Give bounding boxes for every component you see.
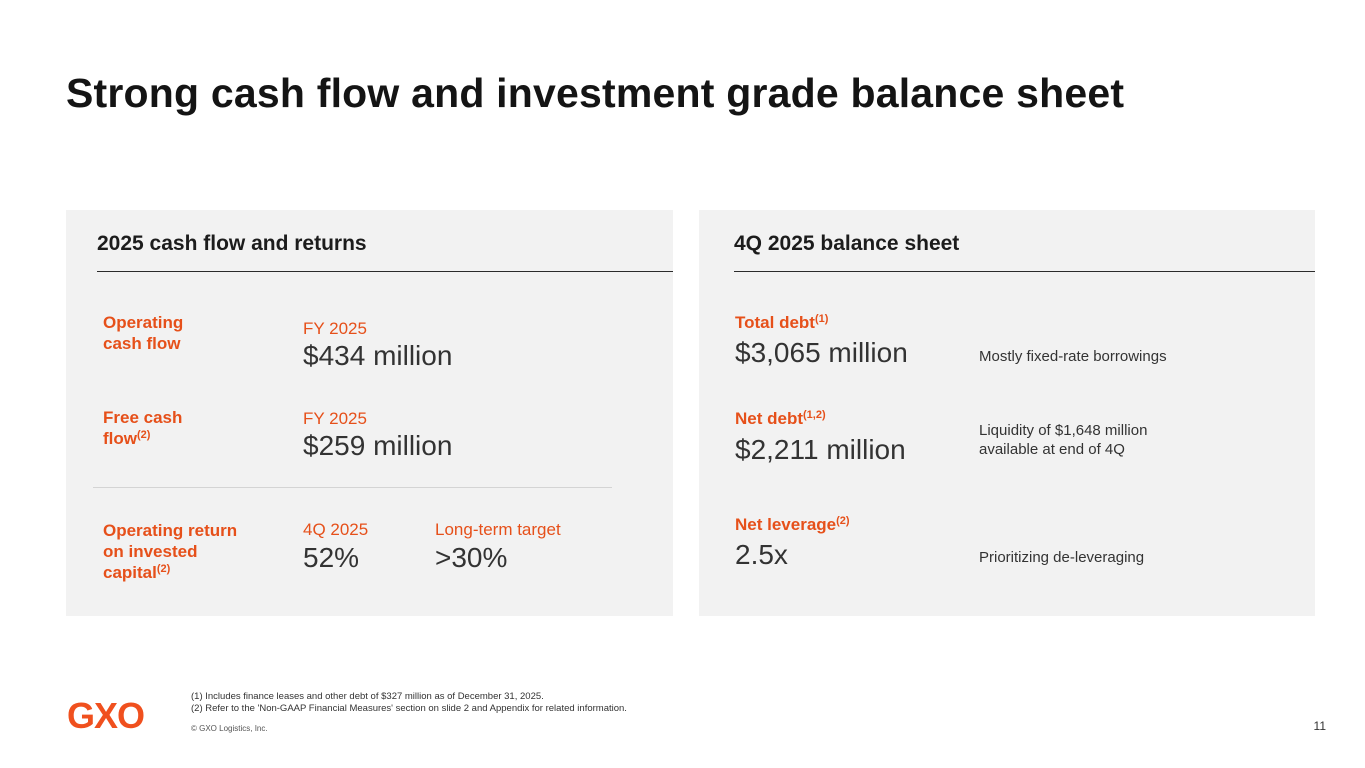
total-debt-value: $3,065 million bbox=[735, 337, 908, 368]
total-debt-note: Mostly fixed-rate borrowings bbox=[979, 348, 1167, 365]
operating-cash-flow-label-line2: cash flow bbox=[103, 334, 181, 353]
net-debt-label-text: Net debt bbox=[735, 409, 803, 428]
total-debt-label: Total debt(1) bbox=[735, 312, 828, 333]
net-debt-value: $2,211 million bbox=[735, 434, 906, 465]
slide-title: Strong cash flow and investment grade ba… bbox=[66, 70, 1125, 116]
roic-period: 4Q 2025 bbox=[303, 520, 369, 539]
roic-target-label: Long-term target bbox=[435, 520, 561, 539]
net-debt-note-line2: available at end of 4Q bbox=[979, 441, 1125, 458]
net-leverage-label: Net leverage(2) bbox=[735, 514, 850, 535]
total-debt-footnote-ref: (1) bbox=[814, 313, 829, 325]
roic-label-line3: capital bbox=[103, 563, 157, 582]
operating-cash-flow-label: Operating cash flow bbox=[103, 312, 183, 354]
cash-flow-panel-title: 2025 cash flow and returns bbox=[97, 232, 367, 255]
roic-footnote-ref: (2) bbox=[156, 563, 171, 575]
net-leverage-value: 2.5x bbox=[735, 539, 788, 570]
roic-value: 52% bbox=[303, 542, 360, 573]
free-cash-flow-period: FY 2025 bbox=[303, 409, 367, 428]
net-debt-label: Net debt(1,2) bbox=[735, 408, 826, 429]
net-leverage-label-text: Net leverage bbox=[735, 515, 837, 534]
free-cash-flow-label-line1: Free cash bbox=[103, 408, 183, 427]
copyright: © GXO Logistics, Inc. bbox=[191, 724, 268, 733]
total-debt-label-text: Total debt bbox=[735, 313, 815, 332]
net-leverage-note: Prioritizing de-leveraging bbox=[979, 549, 1145, 566]
balance-sheet-panel-rule bbox=[734, 271, 1315, 272]
gxo-logo: GXO bbox=[67, 695, 145, 736]
net-debt-footnote-ref: (1,2) bbox=[803, 409, 826, 421]
net-leverage-footnote-ref: (2) bbox=[836, 515, 850, 527]
footnote-1: (1) Includes finance leases and other de… bbox=[191, 691, 544, 702]
cash-flow-panel: 2025 cash flow and returns Operating cas… bbox=[66, 210, 673, 616]
roic-label-line1: Operating return bbox=[103, 521, 238, 540]
operating-cash-flow-label-line1: Operating bbox=[103, 313, 184, 332]
balance-sheet-panel: 4Q 2025 balance sheet Total debt(1) $3,0… bbox=[699, 210, 1315, 616]
free-cash-flow-footnote-ref: (2) bbox=[137, 429, 151, 441]
operating-cash-flow-period: FY 2025 bbox=[303, 319, 367, 338]
free-cash-flow-label-line2: flow bbox=[103, 429, 137, 448]
roic-label: Operating return on invested capital(2) bbox=[103, 520, 237, 583]
free-cash-flow-label: Free cash flow(2) bbox=[103, 407, 182, 449]
page-number: 11 bbox=[1313, 719, 1326, 733]
cash-flow-panel-rule bbox=[97, 271, 673, 272]
free-cash-flow-value: $259 million bbox=[303, 430, 453, 461]
section-divider bbox=[93, 487, 612, 488]
net-debt-note-line1: Liquidity of $1,648 million bbox=[979, 422, 1148, 439]
net-debt-note: Liquidity of $1,648 million available at… bbox=[979, 421, 1147, 459]
roic-target-value: >30% bbox=[435, 542, 508, 573]
operating-cash-flow-value: $434 million bbox=[303, 340, 453, 371]
balance-sheet-panel-title: 4Q 2025 balance sheet bbox=[734, 232, 960, 255]
roic-label-line2: on invested bbox=[103, 542, 198, 561]
footnote-2: (2) Refer to the 'Non-GAAP Financial Mea… bbox=[191, 703, 627, 714]
